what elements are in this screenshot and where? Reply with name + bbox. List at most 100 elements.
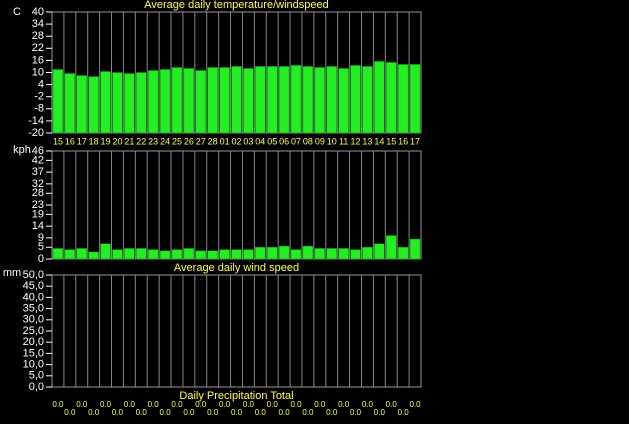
bar: [219, 249, 230, 260]
x-tick-label: 08: [303, 136, 313, 146]
y-tick-label: -14: [28, 115, 44, 127]
y-tick-label: 0,0: [29, 381, 44, 393]
y-tick-label: 14: [32, 220, 44, 232]
bar: [231, 249, 242, 260]
x-tick-label: 20: [112, 136, 122, 146]
value-label: 0.0: [231, 408, 243, 417]
bar: [266, 66, 278, 134]
y-tick-label: 10: [32, 66, 44, 78]
y-tick-label: 30,0: [23, 314, 44, 326]
bar: [255, 66, 266, 134]
bar: [243, 68, 254, 134]
bar: [159, 250, 171, 260]
y-tick-label: 28: [32, 30, 44, 42]
y-tick-label: 22: [32, 42, 44, 54]
y-axis-label: mm: [3, 267, 21, 279]
bar: [100, 243, 111, 260]
y-tick-label: 37: [32, 166, 44, 178]
bar: [124, 73, 135, 134]
bar: [52, 69, 64, 134]
bar: [136, 72, 147, 134]
y-tick-label: 40,0: [23, 291, 44, 303]
value-label: 0.0: [279, 408, 291, 417]
y-tick-label: 19: [32, 208, 44, 220]
y-tick-label: 5,0: [29, 370, 44, 382]
x-tick-label: 27: [196, 136, 206, 146]
bar: [385, 62, 397, 134]
bar: [147, 70, 159, 134]
bar: [362, 247, 373, 260]
plot-frame: [51, 150, 422, 260]
bar: [231, 66, 242, 134]
y-tick-label: 35,0: [23, 303, 44, 315]
bar: [219, 67, 230, 134]
y-tick-label: 5: [38, 241, 44, 253]
bar: [338, 248, 349, 260]
y-tick-label: 23: [32, 199, 44, 211]
plot-frame: [51, 274, 422, 388]
value-label: 0.0: [314, 400, 326, 409]
value-label: 0.0: [326, 408, 338, 417]
y-tick-label: 32: [32, 178, 44, 190]
x-tick-label: 13: [362, 136, 372, 146]
value-label: 0.0: [290, 400, 302, 409]
bar: [278, 245, 290, 260]
x-tick-label: 17: [410, 136, 420, 146]
bar: [124, 248, 135, 260]
y-axis-label: kph: [13, 144, 31, 156]
bar: [195, 70, 207, 134]
x-tick-label: 16: [398, 136, 408, 146]
y-tick-label: 0: [38, 253, 44, 265]
value-label: 0.0: [267, 400, 279, 409]
bar: [183, 68, 195, 134]
bar: [64, 73, 76, 134]
bar: [76, 75, 88, 134]
value-label: 0.0: [171, 400, 183, 409]
x-tick-label: 02: [231, 136, 241, 146]
bar: [195, 250, 207, 260]
bar: [409, 64, 421, 134]
y-tick-label: 50,0: [23, 269, 44, 281]
y-tick-label: 42: [32, 154, 44, 166]
y-tick-label: 34: [32, 18, 44, 30]
y-tick-label: -8: [34, 103, 44, 115]
value-label: 0.0: [100, 400, 112, 409]
value-label: 0.0: [207, 408, 219, 417]
bar: [350, 249, 361, 260]
chart-title: Average daily temperature/windspeed: [144, 0, 328, 11]
chart-title: Daily Precipitation Total: [179, 390, 293, 402]
x-tick-label: 04: [255, 136, 265, 146]
bar: [290, 65, 302, 134]
bar: [314, 248, 326, 260]
bar: [374, 243, 385, 260]
bar: [397, 64, 409, 134]
value-label: 0.0: [338, 400, 350, 409]
y-tick-label: 46: [32, 145, 44, 157]
bar: [266, 247, 278, 260]
x-tick-label: 17: [77, 136, 87, 146]
value-label: 0.0: [302, 408, 314, 417]
value-label: 0.0: [374, 408, 386, 417]
value-label: 0.0: [112, 408, 124, 417]
x-tick-label: 09: [315, 136, 325, 146]
value-label: 0.0: [255, 408, 267, 417]
x-tick-label: 15: [386, 136, 396, 146]
bar: [326, 248, 337, 260]
x-tick-label: 21: [124, 136, 134, 146]
bar: [100, 71, 111, 134]
bar: [183, 248, 195, 260]
bar: [112, 72, 123, 134]
x-tick-label: 18: [89, 136, 99, 146]
y-tick-label: 4: [38, 79, 44, 91]
bar: [207, 250, 218, 260]
value-label: 0.0: [409, 400, 421, 409]
x-tick-label: 25: [172, 136, 182, 146]
bar: [76, 248, 88, 260]
bar: [385, 235, 397, 260]
y-tick-label: 40: [32, 6, 44, 18]
x-tick-label: 03: [243, 136, 253, 146]
bar: [159, 69, 171, 134]
bar: [171, 67, 183, 134]
value-label: 0.0: [88, 408, 100, 417]
bar: [52, 248, 64, 260]
